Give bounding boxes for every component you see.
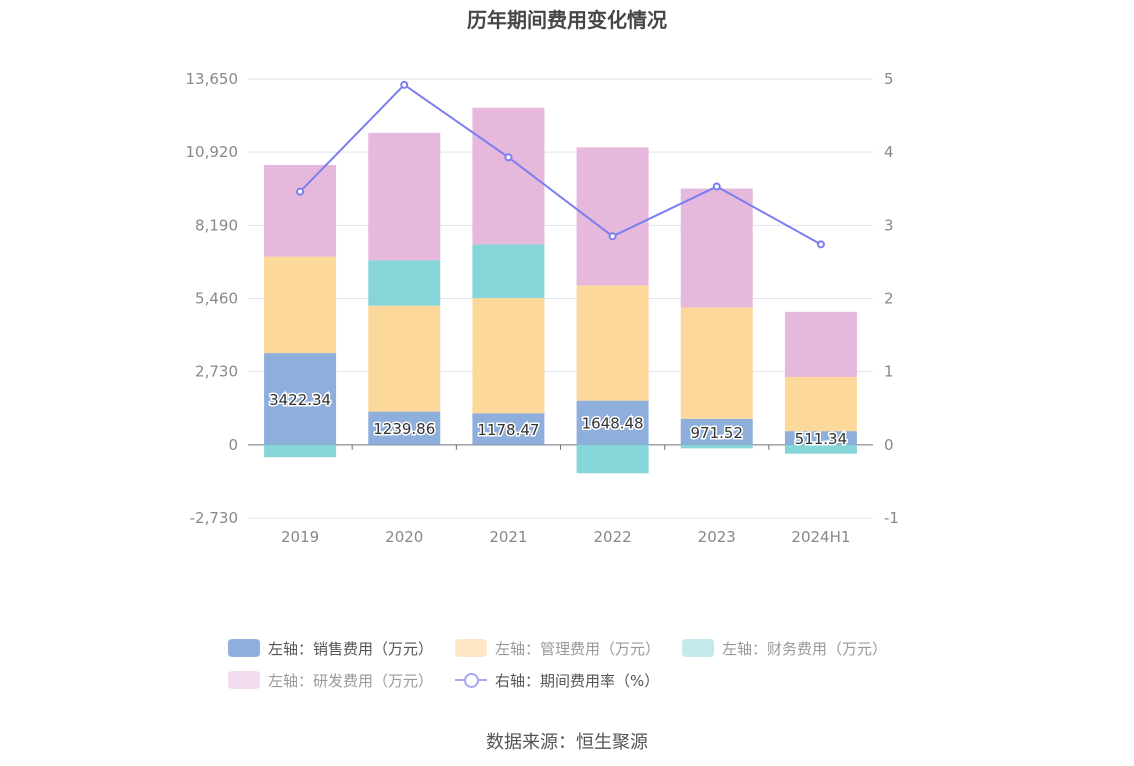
legend-label: 左轴：财务费用（万元） [722, 639, 888, 658]
legend-label: 左轴：销售费用（万元） [268, 639, 434, 658]
sales-data-label: 1178.47 [477, 421, 539, 439]
left-tick-label: 13,650 [186, 70, 239, 88]
legend-item[interactable]: 左轴：销售费用（万元） [228, 638, 433, 659]
admin-bar [576, 285, 649, 401]
grid-layer [248, 78, 873, 519]
rate-point [816, 240, 825, 249]
admin-bar [368, 305, 441, 412]
left-tick-label: 2,730 [195, 363, 238, 381]
legend-swatch [682, 639, 715, 657]
legend-label: 左轴：管理费用（万元） [495, 639, 661, 658]
sales-bar [472, 413, 545, 445]
chart-title: 历年期间费用变化情况 [467, 8, 667, 32]
finance-bar [264, 444, 337, 458]
sales-data-label: 511.34 [795, 430, 848, 448]
legend-label: 左轴：研发费用（万元） [268, 671, 434, 690]
finance-bar [576, 444, 649, 474]
left-tick-label: 0 [228, 436, 238, 454]
admin-bar [680, 307, 753, 419]
right-tick-label: -1 [884, 509, 899, 527]
right-tick-label: 0 [884, 436, 894, 454]
legend-item[interactable]: 左轴：财务费用（万元） [682, 638, 887, 659]
rd-bar [576, 147, 649, 286]
x-tick-label: 2024H1 [791, 528, 850, 546]
x-tick-label: 2023 [698, 528, 736, 546]
sales-bar [784, 431, 857, 445]
bars-layer [264, 107, 857, 474]
sales-data-label: 3422.34 [269, 391, 331, 409]
legend: 左轴：销售费用（万元） 左轴：管理费用（万元） 左轴：财务费用（万元） 左轴：研发费用… [228, 632, 928, 696]
rate-line [299, 83, 822, 246]
right-tick-label: 1 [884, 363, 894, 381]
admin-bar [472, 298, 545, 414]
rd-bar [784, 311, 857, 377]
left-tick-label: 8,190 [195, 216, 238, 234]
finance-bar [784, 444, 857, 454]
legend-swatch [228, 671, 260, 689]
sales-data-label: 1239.86 [373, 420, 435, 438]
x-tick-label: 2020 [385, 528, 423, 546]
legend-swatch [455, 671, 488, 689]
admin-bar [264, 256, 337, 354]
right-tick-label: 5 [884, 70, 894, 88]
sales-data-label: 971.52 [691, 424, 744, 442]
rd-bar [680, 188, 753, 308]
x-tick-label: 2022 [593, 528, 631, 546]
x-tick-label: 2021 [489, 528, 527, 546]
finance-bar [472, 244, 545, 299]
legend-swatch [455, 639, 488, 657]
rate-point [296, 187, 305, 196]
right-tick-label: 2 [884, 290, 894, 308]
legend-item[interactable]: 左轴：研发费用（万元） [228, 670, 433, 691]
left-tick-label: 10,920 [186, 143, 239, 161]
rd-bar [368, 132, 441, 261]
finance-bar [680, 444, 753, 449]
sales-bar [264, 353, 337, 445]
right-tick-label: 4 [884, 143, 894, 161]
sales-bar [576, 400, 649, 445]
labels-layer: 3422.34 1239.86 1178.47 1648.48 971.52 511.34 [268, 389, 849, 449]
rate-point [504, 153, 513, 162]
legend-item[interactable]: 右轴：期间费用率（%） [455, 670, 659, 691]
legend-row: 左轴：销售费用（万元） 左轴：管理费用（万元） 左轴：财务费用（万元） [228, 632, 928, 664]
sales-bar [680, 418, 753, 445]
sales-bar [368, 411, 441, 445]
axis-layer: 13,650 5 10,920 4 8,190 3 5,460 2 2,730 1 0 0 -2,730… [186, 70, 899, 546]
legend-item[interactable]: 左轴：管理费用（万元） [455, 638, 660, 659]
line-layer [296, 80, 825, 249]
right-tick-label: 3 [884, 216, 894, 234]
left-tick-label: -2,730 [190, 509, 238, 527]
finance-bar [368, 260, 441, 306]
admin-bar [784, 376, 857, 432]
left-tick-label: 5,460 [195, 290, 238, 308]
legend-row: 左轴：研发费用（万元） 右轴：期间费用率（%） [228, 664, 928, 696]
legend-swatch [228, 639, 260, 657]
legend-label: 右轴：期间费用率（%） [495, 671, 660, 690]
sales-data-label: 1648.48 [582, 415, 644, 433]
x-tick-label: 2019 [281, 528, 319, 546]
source-note: 数据来源：恒生聚源 [486, 732, 648, 753]
rate-point [608, 232, 617, 241]
rate-point [400, 80, 409, 89]
rd-bar [264, 164, 337, 257]
rate-point [712, 182, 721, 191]
